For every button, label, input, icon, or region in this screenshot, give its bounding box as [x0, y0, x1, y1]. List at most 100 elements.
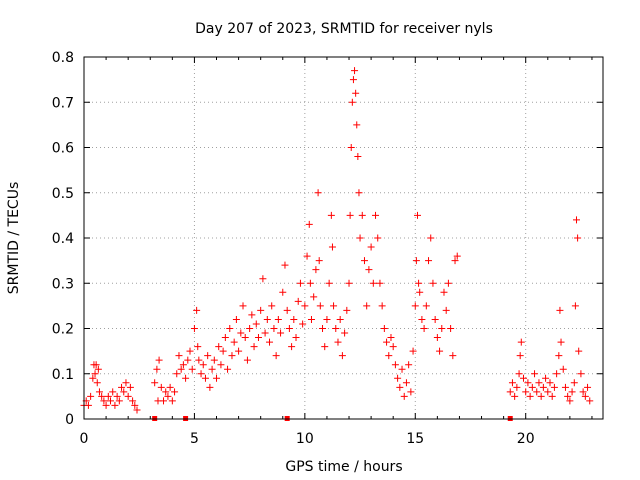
data-point — [385, 352, 393, 360]
data-point — [574, 234, 582, 242]
data-point — [394, 374, 402, 382]
data-point — [93, 379, 101, 387]
data-point — [341, 329, 349, 337]
data-point — [528, 383, 536, 391]
data-point — [447, 325, 455, 332]
data-point — [354, 153, 362, 161]
data-point — [206, 383, 214, 391]
y-tick-label: 0.1 — [52, 367, 74, 383]
data-point — [168, 397, 176, 405]
data-point — [412, 257, 420, 265]
data-point — [347, 144, 355, 151]
data-point — [542, 374, 550, 382]
data-point — [519, 374, 527, 382]
data-point — [524, 379, 532, 387]
data-point — [95, 388, 103, 396]
data-point — [272, 352, 280, 360]
data-point — [513, 383, 521, 391]
data-point — [372, 211, 380, 219]
x-tick-label: 5 — [190, 431, 199, 447]
data-point — [515, 370, 523, 378]
data-point — [219, 347, 227, 355]
data-point — [171, 388, 179, 396]
data-point — [239, 302, 247, 310]
data-point — [429, 279, 437, 287]
data-point — [422, 302, 430, 310]
data-point — [312, 266, 320, 274]
data-point — [166, 383, 174, 391]
data-point — [294, 297, 302, 305]
chart-title: Day 207 of 2023, SRMTID for receiver nyl… — [195, 21, 493, 37]
data-point — [243, 356, 251, 364]
data-point — [433, 334, 441, 342]
data-point — [334, 338, 342, 346]
data-point — [254, 334, 262, 342]
data-point — [327, 211, 335, 219]
data-point — [559, 365, 567, 373]
data-point — [365, 266, 373, 274]
data-point — [570, 379, 578, 387]
data-points — [80, 67, 594, 414]
data-point — [420, 325, 428, 332]
data-point — [277, 329, 285, 337]
data-point — [444, 279, 452, 287]
data-point — [157, 383, 165, 391]
data-point — [102, 401, 110, 409]
data-point — [572, 216, 580, 224]
data-point — [556, 306, 564, 314]
data-point — [352, 89, 360, 97]
data-point — [259, 275, 267, 283]
data-point — [355, 189, 363, 197]
data-point — [330, 302, 338, 310]
data-point — [427, 234, 435, 242]
data-point — [129, 397, 137, 405]
data-point — [398, 365, 406, 373]
data-point — [561, 383, 569, 391]
data-point — [153, 365, 161, 373]
data-point — [343, 306, 351, 314]
data-point — [346, 211, 354, 219]
data-point — [387, 334, 395, 342]
data-point — [301, 302, 309, 310]
data-point — [353, 121, 361, 129]
data-point — [391, 361, 399, 369]
data-point — [241, 334, 249, 342]
data-point — [517, 338, 525, 346]
data-point — [451, 257, 459, 265]
data-point — [186, 347, 194, 355]
y-tick-label: 0.8 — [52, 50, 74, 66]
data-point — [409, 347, 417, 355]
data-point — [358, 211, 366, 219]
data-point — [319, 325, 327, 332]
data-point — [92, 361, 100, 369]
data-point — [179, 361, 187, 369]
data-point — [124, 392, 132, 400]
data-point — [235, 347, 243, 355]
data-point — [535, 379, 543, 387]
data-point — [288, 343, 296, 351]
data-point — [546, 379, 554, 387]
data-point — [213, 374, 221, 382]
data-point — [250, 343, 258, 351]
data-point — [194, 343, 202, 351]
y-tick-label: 0.5 — [52, 186, 74, 202]
data-point — [336, 315, 344, 323]
grid-lines — [84, 57, 603, 419]
data-point — [274, 315, 282, 323]
data-point — [544, 388, 552, 396]
data-point — [374, 234, 382, 242]
data-point — [314, 189, 322, 197]
data-point — [228, 352, 236, 360]
data-point — [522, 388, 530, 396]
data-point — [215, 343, 223, 351]
data-point — [440, 288, 448, 296]
data-point — [151, 379, 159, 387]
data-point — [131, 401, 139, 409]
x-tick-label: 20 — [517, 431, 535, 447]
data-point — [555, 352, 563, 360]
data-point — [111, 401, 119, 409]
data-point — [325, 279, 333, 287]
data-point — [315, 257, 323, 265]
data-point — [299, 320, 307, 328]
data-point — [190, 325, 198, 332]
